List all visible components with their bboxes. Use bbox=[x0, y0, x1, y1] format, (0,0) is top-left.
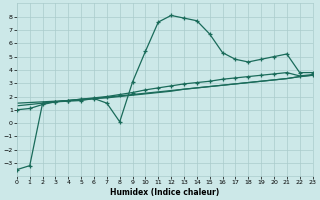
X-axis label: Humidex (Indice chaleur): Humidex (Indice chaleur) bbox=[110, 188, 219, 197]
